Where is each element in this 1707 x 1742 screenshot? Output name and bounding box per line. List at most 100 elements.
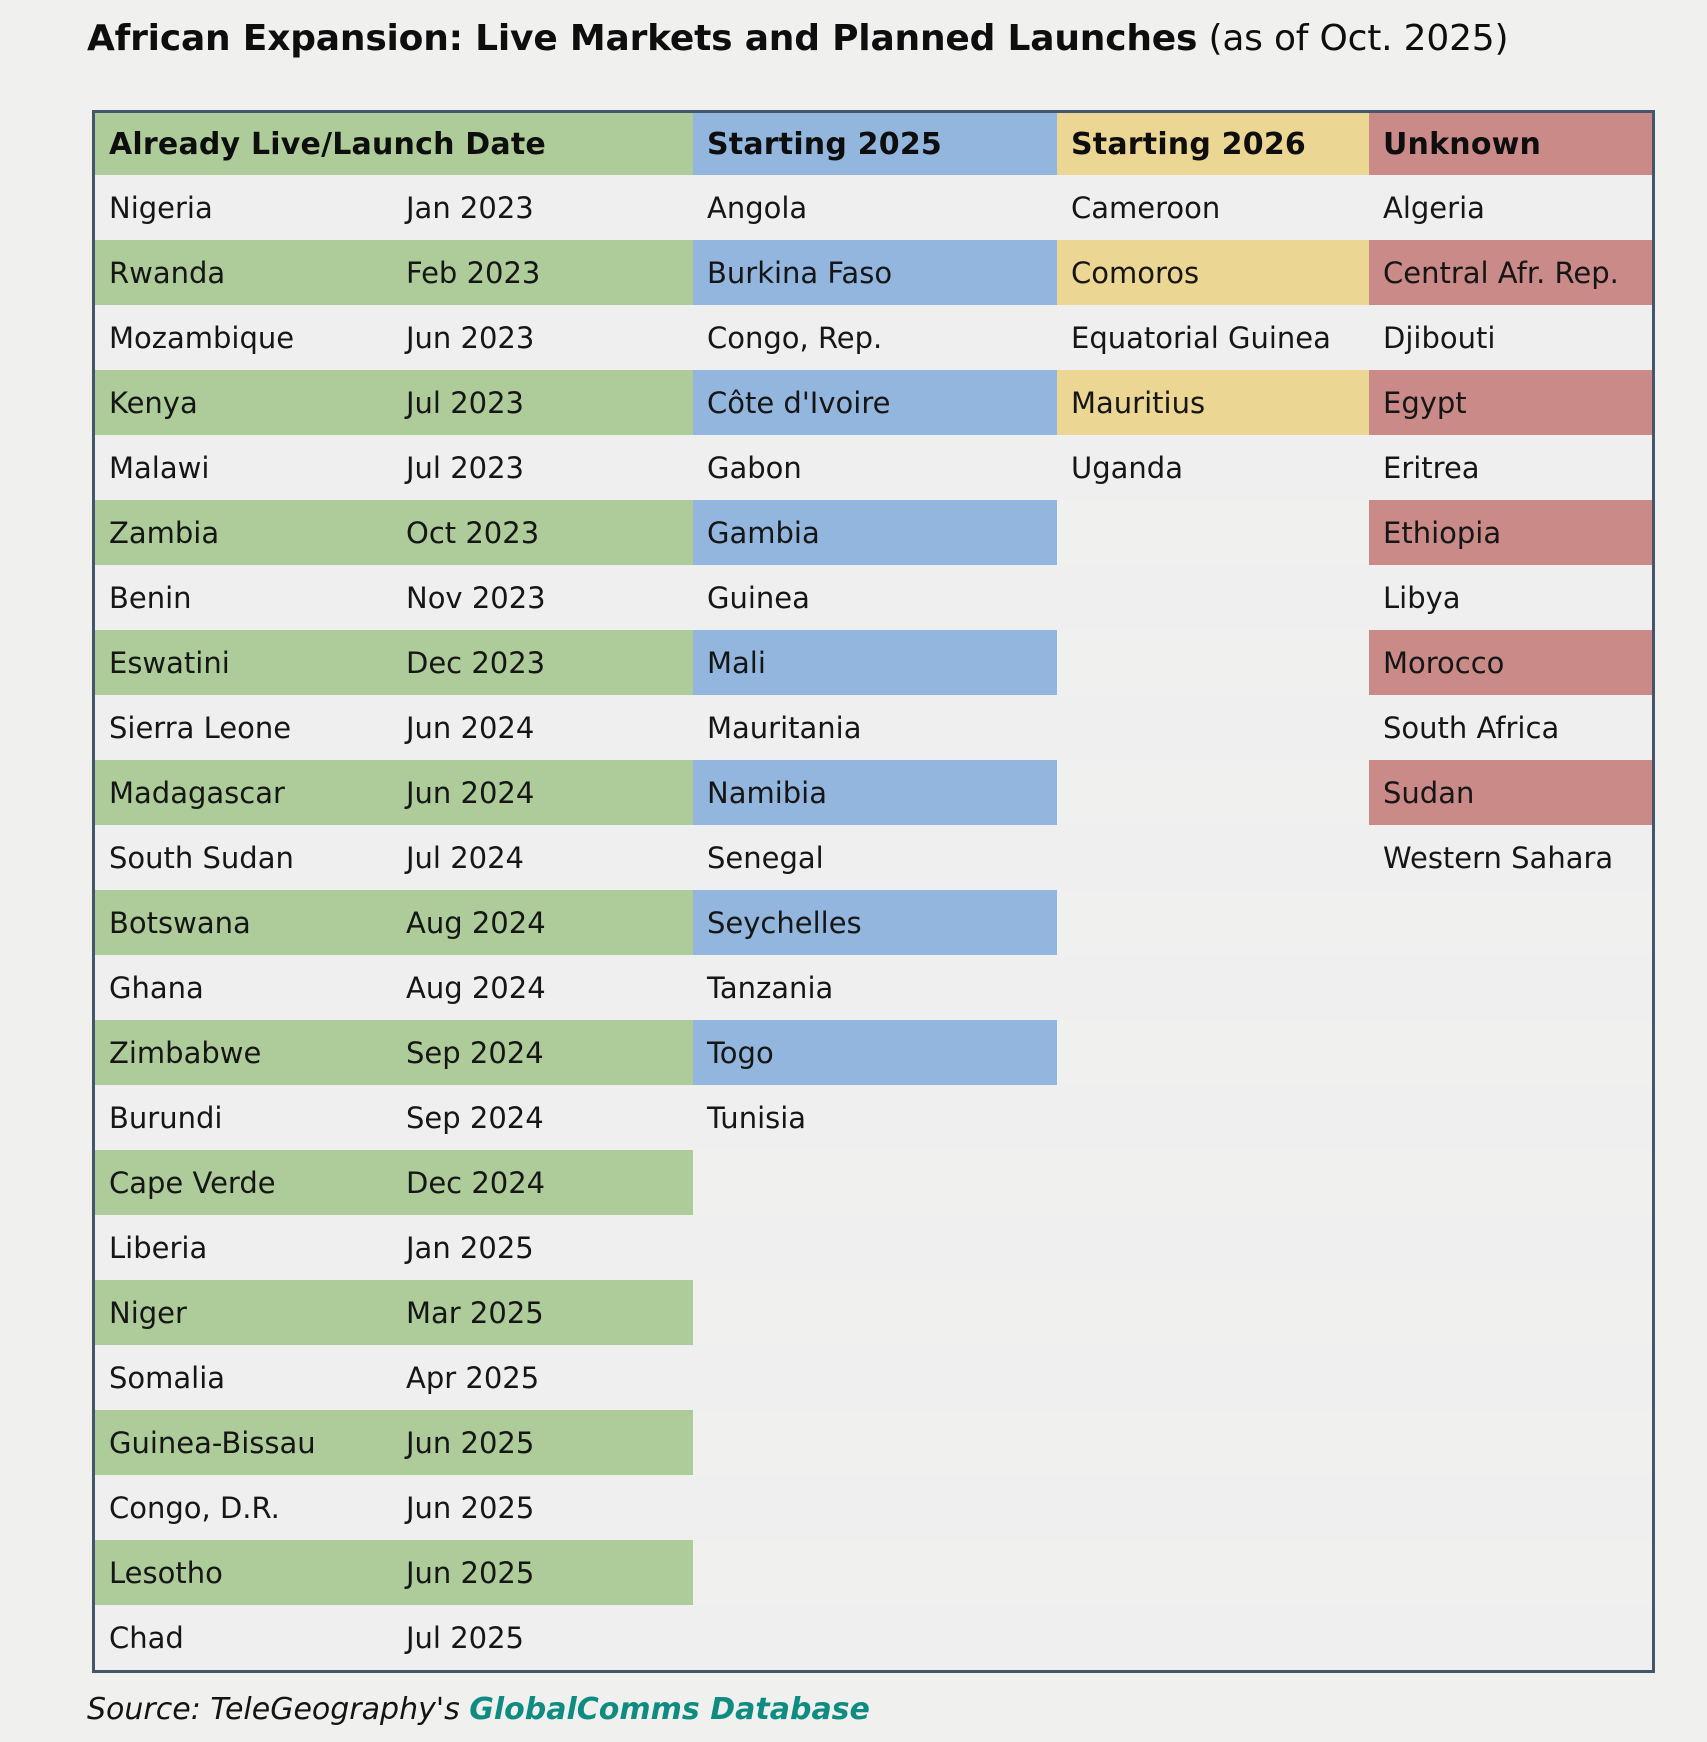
unknown-cell: Central Afr. Rep. [1369,240,1652,305]
country-label: Liberia [109,1230,208,1265]
table-row: Cape Verde Dec 2024 [95,1150,1652,1215]
table-row: Rwanda Feb 2023 Burkina Faso Comoros Central… [95,240,1652,305]
starting-2025-cell: Congo, Rep. [707,320,883,355]
unknown-cell: Morocco [1369,630,1652,695]
globalcomms-database-link[interactable]: GlobalComms Database [469,1692,870,1727]
starting-2026-cell [1057,1020,1369,1085]
table-row: Nigeria Jan 2023 Angola Cameroon Algeria [95,175,1652,240]
table-row: Kenya Jul 2023 Côte d'Ivoire Mauritius Egypt [95,370,1652,435]
starting-2025-cell: Mali [693,630,1057,695]
country-label: Guinea-Bissau [109,1425,316,1460]
unknown-cell [1369,1280,1652,1345]
live-market-cell: Madagascar Jun 2024 [95,760,693,825]
starting-2026-cell [1057,955,1369,1020]
country-label: Lesotho [109,1555,223,1590]
starting-2025-cell [693,1215,1057,1280]
country-label: Nigeria [109,190,213,225]
starting-2026-cell [1057,760,1369,825]
country-label: Botswana [109,905,251,940]
launch-date-label: Jun 2025 [406,1555,535,1590]
column-header-already-live: Already Live/Launch Date [95,113,693,175]
live-market-cell: Sierra Leone Jun 2024 [95,695,693,760]
unknown-cell: Sudan [1369,760,1652,825]
page-title-bold: African Expansion: Live Markets and Plan… [87,18,1198,59]
unknown-cell: Egypt [1369,370,1652,435]
starting-2025-cell: Gabon [707,450,802,485]
unknown-cell: Libya [1383,580,1461,615]
launch-date-label: Nov 2023 [406,580,546,615]
launch-date-label: Jun 2025 [406,1425,535,1460]
table-row: Somalia Apr 2025 [95,1345,1652,1410]
starting-2026-cell [1057,630,1369,695]
starting-2025-cell: Namibia [693,760,1057,825]
table-row: Burundi Sep 2024 Tunisia [95,1085,1652,1150]
starting-2026-cell [1057,500,1369,565]
page-title-date-note: (as of Oct. 2025) [1197,18,1509,59]
starting-2025-cell: Tanzania [707,970,834,1005]
starting-2025-cell [693,1150,1057,1215]
starting-2026-cell [1057,1150,1369,1215]
starting-2025-cell: Togo [693,1020,1057,1085]
starting-2025-cell: Seychelles [693,890,1057,955]
live-market-cell: Lesotho Jun 2025 [95,1540,693,1605]
starting-2025-cell: Angola [707,190,808,225]
table-row: Ghana Aug 2024 Tanzania [95,955,1652,1020]
table-row: Malawi Jul 2023 Gabon Uganda Eritrea [95,435,1652,500]
launch-date-label: Jul 2024 [406,840,525,875]
country-label: Kenya [109,385,198,420]
table-body: Nigeria Jan 2023 Angola Cameroon Algeria Rwan… [95,175,1652,1670]
starting-2026-cell: Uganda [1071,450,1183,485]
starting-2025-cell: Senegal [707,840,824,875]
unknown-cell [1369,1605,1652,1670]
launch-date-label: Jul 2023 [406,385,525,420]
table-row: Mozambique Jun 2023 Congo, Rep. Equatorial … [95,305,1652,370]
live-market-cell: Burundi Sep 2024 [95,1085,693,1150]
live-market-cell: Ghana Aug 2024 [95,955,693,1020]
starting-2026-cell [1057,1215,1369,1280]
starting-2025-cell: Gambia [693,500,1057,565]
live-market-cell: Mozambique Jun 2023 [95,305,693,370]
starting-2025-cell [693,1540,1057,1605]
launch-date-label: Oct 2023 [406,515,540,550]
launch-date-label: Dec 2023 [406,645,546,680]
starting-2026-cell [1057,1345,1369,1410]
country-label: Mozambique [109,320,295,355]
table-row: Lesotho Jun 2025 [95,1540,1652,1605]
starting-2026-cell [1057,1410,1369,1475]
table-row: South Sudan Jul 2024 Senegal Western Sahara [95,825,1652,890]
table-row: Madagascar Jun 2024 Namibia Sudan [95,760,1652,825]
table-row: Sierra Leone Jun 2024 Mauritania South Afri… [95,695,1652,760]
live-market-cell: Benin Nov 2023 [95,565,693,630]
launch-date-label: Jan 2023 [406,190,534,225]
launch-date-label: Jan 2025 [406,1230,534,1265]
country-label: Eswatini [109,645,230,680]
starting-2025-cell [693,1280,1057,1345]
launch-date-label: Jul 2023 [406,450,525,485]
starting-2026-cell: Comoros [1057,240,1369,305]
expansion-table: Already Live/Launch Date Starting 2025 S… [92,110,1655,1673]
country-label: Niger [109,1295,187,1330]
starting-2026-cell: Cameroon [1071,190,1221,225]
starting-2026-cell [1057,825,1369,890]
table-row: Chad Jul 2025 [95,1605,1652,1670]
country-label: Zimbabwe [109,1035,262,1070]
live-market-cell: Somalia Apr 2025 [95,1345,693,1410]
starting-2025-cell [693,1410,1057,1475]
unknown-cell: Eritrea [1383,450,1480,485]
source-note: Source: TeleGeography's GlobalComms Data… [87,1692,870,1727]
starting-2025-cell [693,1475,1057,1540]
live-market-cell: Kenya Jul 2023 [95,370,693,435]
unknown-cell [1369,1540,1652,1605]
unknown-cell: Algeria [1383,190,1485,225]
launch-date-label: Sep 2024 [406,1035,544,1070]
live-market-cell: Zambia Oct 2023 [95,500,693,565]
column-header-starting-2026: Starting 2026 [1057,113,1369,175]
page-title: African Expansion: Live Markets and Plan… [87,16,1509,62]
source-prefix: Source: TeleGeography's [87,1692,470,1727]
live-market-cell: Botswana Aug 2024 [95,890,693,955]
unknown-cell: Djibouti [1383,320,1496,355]
unknown-cell [1369,1410,1652,1475]
table-row: Congo, D.R. Jun 2025 [95,1475,1652,1540]
country-label: Sierra Leone [109,710,292,745]
starting-2025-cell: Tunisia [707,1100,807,1135]
